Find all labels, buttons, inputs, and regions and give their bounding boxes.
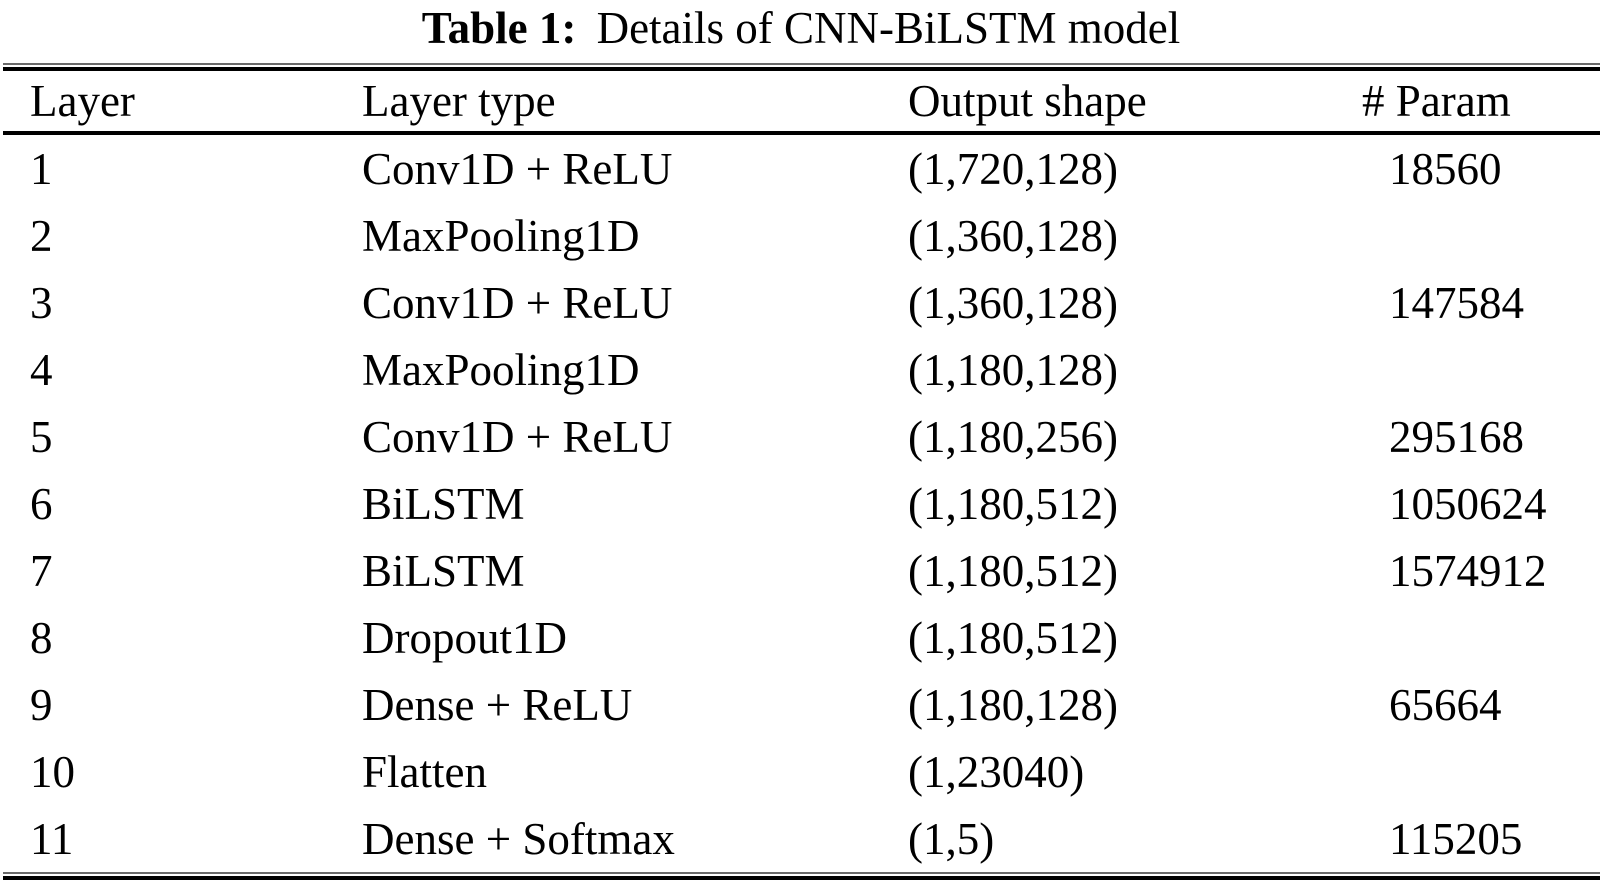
table-body: 1 Conv1D + ReLU (1,720,128) 18560 2 MaxP… <box>0 135 1602 872</box>
cell-layer: 9 <box>30 679 53 730</box>
cell-param: 295168 <box>1389 411 1524 462</box>
cell-output-shape: (1,180,512) <box>908 612 1118 663</box>
header-layer: Layer <box>30 76 135 126</box>
cell-layer-type: BiLSTM <box>362 545 525 596</box>
cell-output-shape: (1,180,128) <box>908 679 1118 730</box>
table-row: 10 Flatten (1,23040) <box>0 738 1602 805</box>
cell-output-shape: (1,720,128) <box>908 143 1118 194</box>
table-caption-label: Table 1: <box>421 3 577 53</box>
header-output-shape: Output shape <box>908 76 1147 126</box>
cell-layer: 5 <box>30 411 53 462</box>
cell-output-shape: (1,360,128) <box>908 210 1118 261</box>
cell-output-shape: (1,5) <box>908 813 995 864</box>
table-row: 2 MaxPooling1D (1,360,128) <box>0 202 1602 269</box>
cell-layer-type: BiLSTM <box>362 478 525 529</box>
table-row: 11 Dense + Softmax (1,5) 115205 <box>0 805 1602 872</box>
cell-output-shape: (1,180,512) <box>908 478 1118 529</box>
table-row: 1 Conv1D + ReLU (1,720,128) 18560 <box>0 135 1602 202</box>
cell-layer-type: Flatten <box>362 746 487 797</box>
cell-layer-type: Dense + ReLU <box>362 679 633 730</box>
table-top-rule <box>3 63 1600 71</box>
cell-layer-type: Conv1D + ReLU <box>362 277 673 328</box>
cell-layer: 4 <box>30 344 53 395</box>
table-row: 9 Dense + ReLU (1,180,128) 65664 <box>0 671 1602 738</box>
cell-layer: 1 <box>30 143 53 194</box>
table-bottom-rule <box>3 872 1600 880</box>
table-row: 8 Dropout1D (1,180,512) <box>0 604 1602 671</box>
header-layer-type: Layer type <box>362 76 556 126</box>
cell-output-shape: (1,360,128) <box>908 277 1118 328</box>
cell-layer: 6 <box>30 478 53 529</box>
cell-layer-type: Dropout1D <box>362 612 567 663</box>
cell-layer: 2 <box>30 210 53 261</box>
table-header-rule <box>3 131 1600 135</box>
table-caption: Table 1: Details of CNN-BiLSTM model <box>0 0 1602 58</box>
cell-param: 18560 <box>1389 143 1502 194</box>
cell-layer-type: Conv1D + ReLU <box>362 411 673 462</box>
table-row: 3 Conv1D + ReLU (1,360,128) 147584 <box>0 269 1602 336</box>
table-row: 6 BiLSTM (1,180,512) 1050624 <box>0 470 1602 537</box>
cell-layer-type: Conv1D + ReLU <box>362 143 673 194</box>
cell-output-shape: (1,180,256) <box>908 411 1118 462</box>
cell-layer: 3 <box>30 277 53 328</box>
cell-param: 1574912 <box>1389 545 1547 596</box>
table-caption-text: Details of CNN-BiLSTM model <box>596 3 1181 53</box>
cell-output-shape: (1,180,128) <box>908 344 1118 395</box>
cell-layer-type: MaxPooling1D <box>362 210 640 261</box>
cell-output-shape: (1,23040) <box>908 746 1085 797</box>
cell-param: 115205 <box>1389 813 1523 864</box>
cell-param: 147584 <box>1389 277 1524 328</box>
cell-layer-type: Dense + Softmax <box>362 813 675 864</box>
cell-layer: 8 <box>30 612 53 663</box>
cell-output-shape: (1,180,512) <box>908 545 1118 596</box>
cell-param: 65664 <box>1389 679 1502 730</box>
cell-param: 1050624 <box>1389 478 1547 529</box>
table-header-row: Layer Layer type Output shape # Param <box>0 71 1602 131</box>
table-row: 5 Conv1D + ReLU (1,180,256) 295168 <box>0 403 1602 470</box>
cell-layer-type: MaxPooling1D <box>362 344 640 395</box>
cell-layer: 11 <box>30 813 74 864</box>
table-row: 7 BiLSTM (1,180,512) 1574912 <box>0 537 1602 604</box>
cell-layer: 7 <box>30 545 53 596</box>
cell-layer: 10 <box>30 746 75 797</box>
table-row: 4 MaxPooling1D (1,180,128) <box>0 336 1602 403</box>
header-param: # Param <box>1362 76 1511 126</box>
